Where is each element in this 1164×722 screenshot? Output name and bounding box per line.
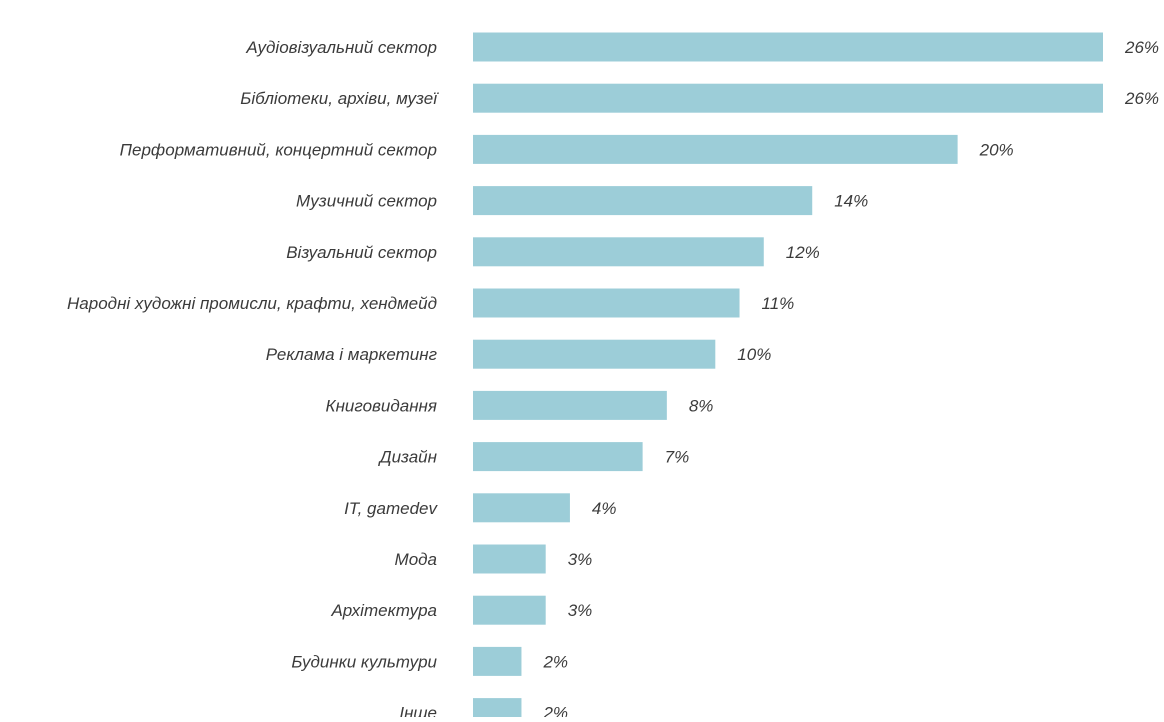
bar <box>473 186 813 216</box>
bar <box>473 442 643 472</box>
category-label: IT, gamedev <box>344 499 438 518</box>
value-label: 10% <box>737 345 771 364</box>
value-label: 3% <box>568 550 593 569</box>
bar <box>473 493 570 523</box>
category-label: Архітектура <box>330 601 437 620</box>
value-label: 2% <box>542 704 568 717</box>
value-label: 20% <box>979 140 1014 159</box>
bar <box>473 390 667 420</box>
category-label: Будинки культури <box>291 652 437 671</box>
category-label: Бібліотеки, архіви, музеї <box>240 89 439 108</box>
bar <box>473 698 522 722</box>
bar <box>473 288 740 318</box>
bar <box>473 237 764 267</box>
bar <box>473 134 958 164</box>
bar <box>473 595 546 625</box>
bar <box>473 544 546 574</box>
category-label: Музичний сектор <box>296 192 437 211</box>
category-label: Мода <box>395 550 437 569</box>
value-label: 2% <box>542 652 568 671</box>
value-label: 26% <box>1124 89 1159 108</box>
category-label: Книговидання <box>326 396 437 415</box>
category-label: Народні художні промисли, крафти, хендме… <box>67 294 437 313</box>
value-label: 4% <box>592 499 617 518</box>
bar <box>473 32 1103 62</box>
bar <box>473 339 716 369</box>
value-label: 12% <box>786 243 820 262</box>
value-label: 8% <box>689 396 714 415</box>
category-label: Дизайн <box>378 448 438 467</box>
bar <box>473 646 522 676</box>
category-label: Перформативний, концертний сектор <box>120 140 437 159</box>
value-label: 11% <box>762 294 795 313</box>
value-label: 26% <box>1124 38 1159 57</box>
value-label: 7% <box>665 448 690 467</box>
value-label: 3% <box>568 601 593 620</box>
value-label: 14% <box>834 192 868 211</box>
category-label: Реклама і маркетинг <box>266 345 437 364</box>
bar <box>473 83 1103 113</box>
category-label: Інше <box>399 704 437 717</box>
category-label: Візуальний сектор <box>286 243 437 262</box>
category-label: Аудіовізуальний сектор <box>245 38 437 57</box>
